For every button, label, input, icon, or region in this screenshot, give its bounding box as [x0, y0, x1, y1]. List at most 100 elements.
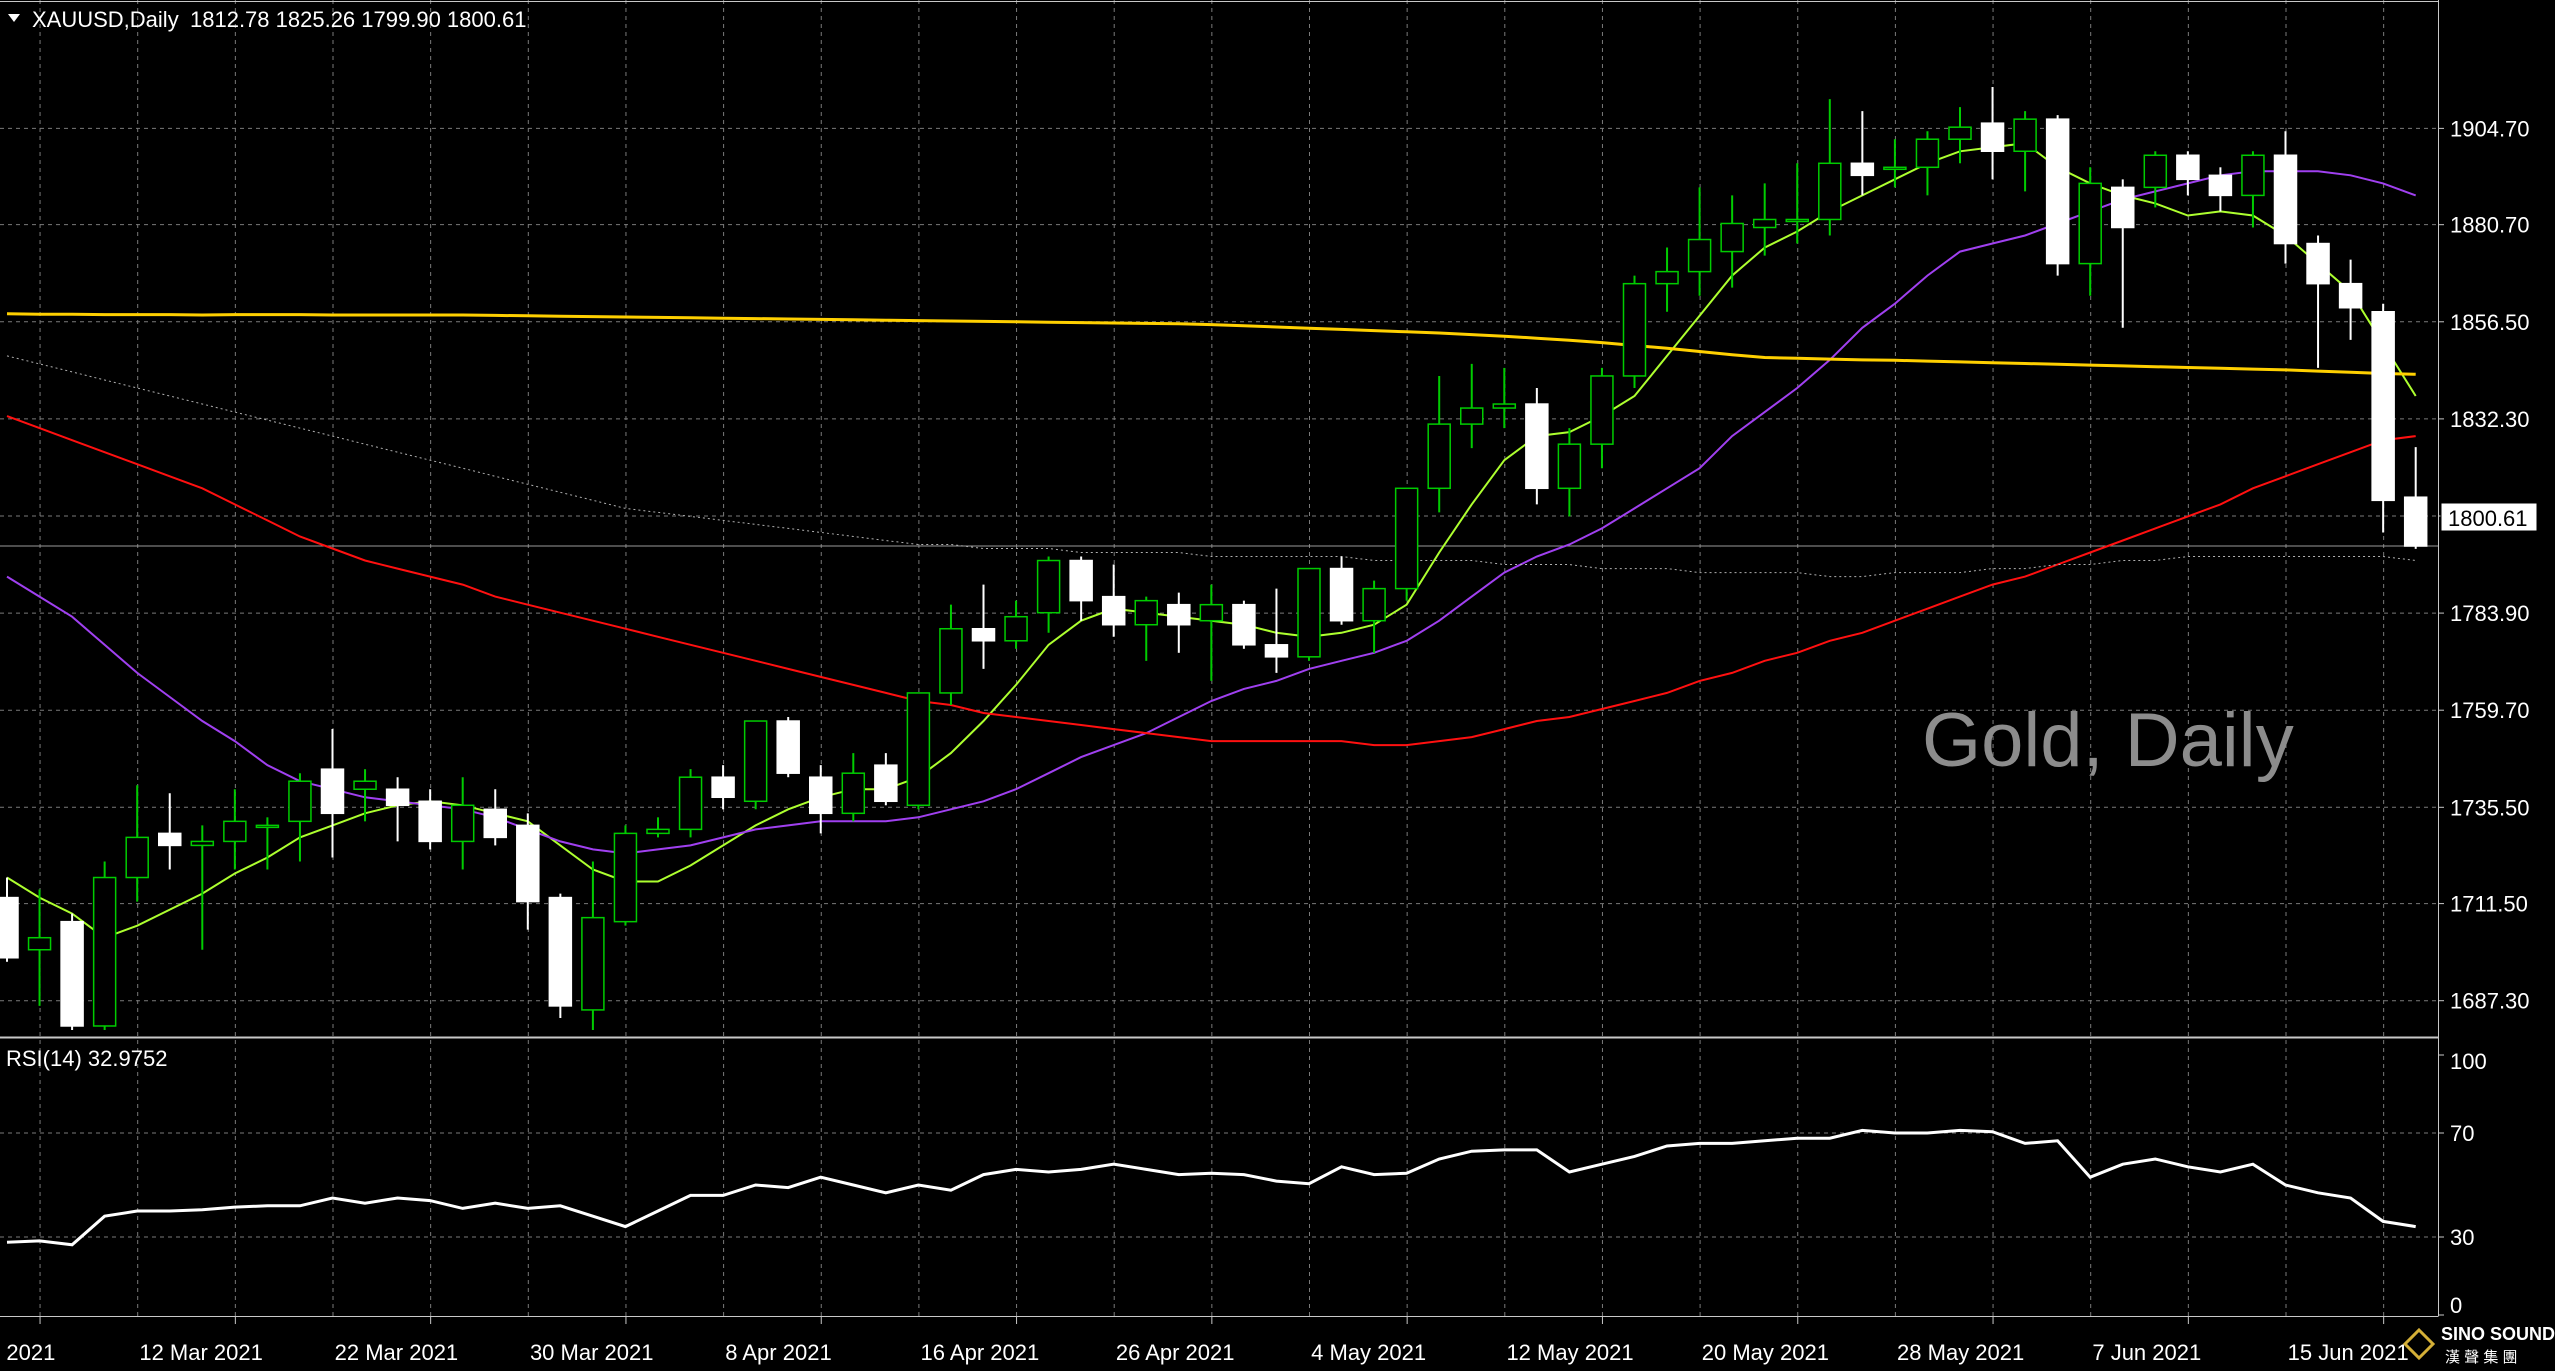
- bearish-candle: [2111, 186, 2135, 229]
- bullish-candle: [841, 772, 866, 815]
- panel-frames: [0, 0, 2439, 1317]
- bullish-candle: [288, 780, 312, 823]
- bullish-candle: [1655, 270, 1679, 285]
- date-tick-label: 4 Mar 2021: [0, 1340, 55, 1365]
- collapse-triangle-icon[interactable]: [8, 14, 20, 22]
- bullish-candle: [1720, 222, 1744, 253]
- symbol-label: XAUUSD,Daily: [32, 7, 179, 32]
- bearish-candle: [2403, 496, 2428, 547]
- bullish-candle: [613, 832, 638, 923]
- bullish-candle: [1818, 162, 1842, 221]
- series-ma_200: [6, 312, 2416, 376]
- bearish-candle: [1232, 603, 1256, 646]
- bullish-candle: [1460, 407, 1484, 425]
- date-tick-label: 20 May 2021: [1702, 1340, 1829, 1365]
- bullish-candle: [1492, 403, 1517, 409]
- bearish-candle: [158, 832, 182, 847]
- bullish-candle: [190, 840, 215, 847]
- date-tick-label: 22 Mar 2021: [335, 1340, 459, 1365]
- date-tick-label: 8 Apr 2021: [725, 1340, 831, 1365]
- bullish-candle: [1036, 559, 1061, 614]
- bullish-candle: [92, 876, 117, 1027]
- bearish-candle: [809, 776, 833, 815]
- last-price-badge: 1800.61: [2448, 506, 2528, 531]
- date-tick-label: 12 Mar 2021: [139, 1340, 263, 1365]
- bullish-candle: [125, 836, 149, 879]
- bullish-candle: [1134, 599, 1158, 626]
- bullish-candle: [1622, 282, 1647, 377]
- date-tick-label: 30 Mar 2021: [530, 1340, 654, 1365]
- price-tick-label: 1687.30: [2450, 989, 2530, 1014]
- bullish-candle: [223, 820, 247, 843]
- price-tick-label: 1832.30: [2450, 407, 2530, 432]
- rsi-tick-label: 0: [2450, 1293, 2462, 1318]
- bullish-candle: [1915, 138, 1940, 169]
- bullish-candle: [646, 828, 670, 835]
- bearish-candle: [1980, 122, 2005, 153]
- bearish-candle: [2371, 311, 2395, 502]
- bearish-candle: [711, 776, 735, 799]
- bullish-candle: [27, 936, 52, 951]
- rsi-line: [6, 1128, 2416, 1247]
- date-tick-label: 12 May 2021: [1506, 1340, 1633, 1365]
- price-tick-label: 1759.70: [2450, 698, 2530, 723]
- bearish-candle: [548, 896, 573, 1007]
- bearish-candle: [1329, 567, 1354, 622]
- date-tick-label: 7 Jun 2021: [2092, 1340, 2201, 1365]
- brand-sub: 漢 聲 集 團: [2445, 1349, 2518, 1366]
- candlestick-series: [0, 87, 2428, 1030]
- bullish-candle: [450, 804, 475, 843]
- bullish-candle: [743, 720, 768, 803]
- rsi-indicator: [6, 1128, 2416, 1247]
- bearish-candle: [1525, 403, 1549, 490]
- rsi-tick-label: 100: [2450, 1049, 2487, 1074]
- bullish-candle: [2078, 182, 2102, 265]
- bearish-candle: [2045, 118, 2070, 265]
- rsi-tick-label: 30: [2450, 1225, 2474, 1250]
- date-tick-label: 4 May 2021: [1311, 1340, 1426, 1365]
- bearish-candle: [418, 800, 442, 843]
- bullish-candle: [1427, 423, 1451, 490]
- bullish-candle: [906, 692, 931, 807]
- bearish-candle: [776, 720, 800, 774]
- bullish-candle: [1557, 443, 1582, 490]
- bullish-candle: [678, 776, 703, 831]
- bullish-candle: [1297, 567, 1321, 658]
- bullish-candle: [1394, 487, 1419, 590]
- bullish-candle: [1362, 587, 1386, 622]
- diamond-logo-icon: [2402, 1327, 2436, 1361]
- bearish-candle: [320, 768, 345, 815]
- bearish-candle: [60, 920, 84, 1027]
- bearish-candle: [2306, 242, 2330, 285]
- bearish-candle: [385, 788, 410, 807]
- bearish-candle: [2208, 174, 2233, 197]
- bullish-candle: [353, 780, 377, 790]
- date-tick-label: 26 Apr 2021: [1116, 1340, 1235, 1365]
- bearish-candle: [1167, 603, 1191, 626]
- rsi-header: RSI(14) 32.9752: [6, 1046, 167, 1071]
- bearish-candle: [0, 896, 19, 959]
- date-tick-label: 28 May 2021: [1897, 1340, 2024, 1365]
- series-ma_long: [6, 355, 2416, 578]
- bullish-candle: [2013, 118, 2037, 153]
- date-tick-label: 16 Apr 2021: [921, 1340, 1040, 1365]
- rsi-tick-label: 70: [2450, 1121, 2474, 1146]
- date-axis-labels: 4 Mar 2021 12 Mar 2021 22 Mar 2021 30 Mar 2…: [0, 1316, 2409, 1365]
- bullish-candle: [1687, 238, 1712, 273]
- bullish-candle: [255, 824, 280, 829]
- price-tick-label: 1904.70: [2450, 116, 2530, 141]
- date-tick-label: 15 Jun 2021: [2288, 1340, 2409, 1365]
- bullish-candle: [2241, 154, 2265, 197]
- bullish-candle: [939, 627, 963, 694]
- price-tick-label: 1783.90: [2450, 601, 2530, 626]
- price-tick-label: 1880.70: [2450, 213, 2530, 238]
- price-tick-label: 1711.50: [2450, 892, 2528, 917]
- bearish-candle: [2176, 154, 2200, 181]
- bullish-candle: [1883, 166, 1907, 171]
- price-axis-labels: 1904.701880.701856.501832.301808.101783.…: [2438, 116, 2530, 1318]
- bearish-candle: [483, 808, 507, 839]
- bearish-candle: [1069, 559, 1093, 602]
- bearish-candle: [516, 824, 540, 903]
- last-price-badge-box: [2440, 502, 2538, 532]
